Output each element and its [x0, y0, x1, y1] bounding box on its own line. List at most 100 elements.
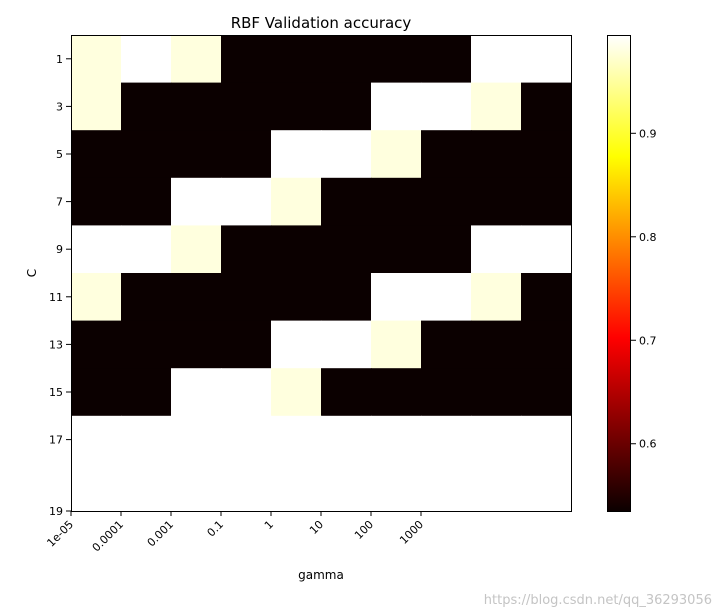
heatmap-cell	[421, 273, 472, 322]
heatmap-cell	[471, 463, 522, 512]
x-tick-label: 0.1	[205, 518, 227, 540]
heatmap-cell	[171, 368, 222, 417]
heatmap-cells	[71, 35, 572, 512]
heatmap-cell	[221, 273, 272, 322]
colorbar-tick-label: 0.6	[639, 438, 657, 451]
heatmap-cell	[421, 130, 472, 179]
heatmap-cell	[471, 130, 522, 179]
heatmap-cell	[121, 320, 172, 369]
chart-title: RBF Validation accuracy	[231, 14, 412, 32]
heatmap-cell	[121, 130, 172, 179]
heatmap-cell	[521, 82, 572, 131]
y-tick-label: 9	[56, 243, 63, 256]
heatmap-cell	[471, 273, 522, 322]
heatmap-cell	[271, 82, 322, 131]
heatmap-cell	[371, 35, 422, 84]
heatmap-cell	[171, 35, 222, 84]
heatmap-cell	[321, 130, 372, 179]
heatmap-cell	[321, 273, 372, 322]
heatmap-cell	[521, 415, 572, 464]
heatmap-cell	[71, 225, 122, 274]
x-tick-label: 10	[307, 518, 326, 537]
heatmap-cell	[171, 463, 222, 512]
heatmap-cell	[71, 177, 122, 226]
heatmap-cell	[321, 82, 372, 131]
heatmap-cell	[171, 225, 222, 274]
y-axis-label: C	[25, 269, 39, 277]
heatmap-cell	[271, 35, 322, 84]
heatmap-cell	[71, 130, 122, 179]
y-tick-label: 15	[49, 386, 63, 399]
heatmap-cell	[221, 130, 272, 179]
heatmap-cell	[121, 225, 172, 274]
heatmap-cell	[521, 273, 572, 322]
heatmap-cell	[371, 368, 422, 417]
heatmap-cell	[71, 415, 122, 464]
heatmap-cell	[521, 35, 572, 84]
colorbar-tick-label: 0.9	[639, 127, 657, 140]
heatmap-cell	[371, 415, 422, 464]
heatmap-cell	[521, 225, 572, 274]
heatmap-cell	[71, 368, 122, 417]
y-tick-label: 13	[49, 338, 63, 351]
heatmap-cell	[421, 368, 472, 417]
y-tick-label: 19	[49, 505, 63, 518]
heatmap-cell	[371, 177, 422, 226]
heatmap-cell	[321, 177, 372, 226]
x-tick-label: 100	[352, 518, 376, 542]
heatmap-cell	[121, 35, 172, 84]
heatmap-cell	[421, 463, 472, 512]
heatmap-cell	[221, 463, 272, 512]
heatmap-cell	[421, 82, 472, 131]
heatmap-cell	[221, 177, 272, 226]
heatmap-cell	[421, 225, 472, 274]
heatmap-cell	[521, 368, 572, 417]
y-tick-label: 5	[56, 148, 63, 161]
colorbar	[607, 35, 631, 512]
heatmap-cell	[271, 273, 322, 322]
x-tick-label: 0.0001	[90, 518, 126, 554]
heatmap-cell	[321, 368, 372, 417]
heatmap-cell	[71, 273, 122, 322]
heatmap-cell	[321, 415, 372, 464]
y-tick-label: 11	[49, 291, 63, 304]
heatmap-cell	[221, 35, 272, 84]
heatmap-cell	[371, 130, 422, 179]
x-tick-label: 0.001	[145, 518, 176, 549]
heatmap-cell	[221, 415, 272, 464]
heatmap-cell	[321, 35, 372, 84]
heatmap-cell	[121, 273, 172, 322]
colorbar-ticks: 0.6 0.7 0.8 0.9	[631, 127, 657, 451]
x-axis-label: gamma	[298, 568, 344, 582]
heatmap-cell	[471, 415, 522, 464]
heatmap-cell	[471, 177, 522, 226]
heatmap-cell	[321, 320, 372, 369]
heatmap-cell	[271, 368, 322, 417]
heatmap-cell	[371, 273, 422, 322]
heatmap-cell	[521, 463, 572, 512]
heatmap-cell	[371, 320, 422, 369]
colorbar-tick-label: 0.8	[639, 231, 657, 244]
watermark: https://blog.csdn.net/qq_36293056	[483, 593, 712, 608]
heatmap-cell	[171, 177, 222, 226]
heatmap-cell	[121, 463, 172, 512]
heatmap-cell	[71, 320, 122, 369]
y-tick-label: 7	[56, 196, 63, 209]
heatmap-cell	[271, 415, 322, 464]
heatmap-cell	[421, 320, 472, 369]
heatmap-cell	[171, 415, 222, 464]
y-tick-label: 17	[49, 434, 63, 447]
heatmap-cell	[121, 368, 172, 417]
heatmap-cell	[271, 130, 322, 179]
heatmap-cell	[321, 463, 372, 512]
y-tick-label: 3	[56, 100, 63, 113]
heatmap-cell	[271, 320, 322, 369]
x-tick-label: 1	[262, 518, 276, 532]
heatmap-cell	[171, 82, 222, 131]
heatmap-cell	[371, 463, 422, 512]
heatmap-cell	[421, 415, 472, 464]
heatmap-cell	[171, 320, 222, 369]
heatmap-cell	[471, 320, 522, 369]
heatmap-cell	[321, 225, 372, 274]
